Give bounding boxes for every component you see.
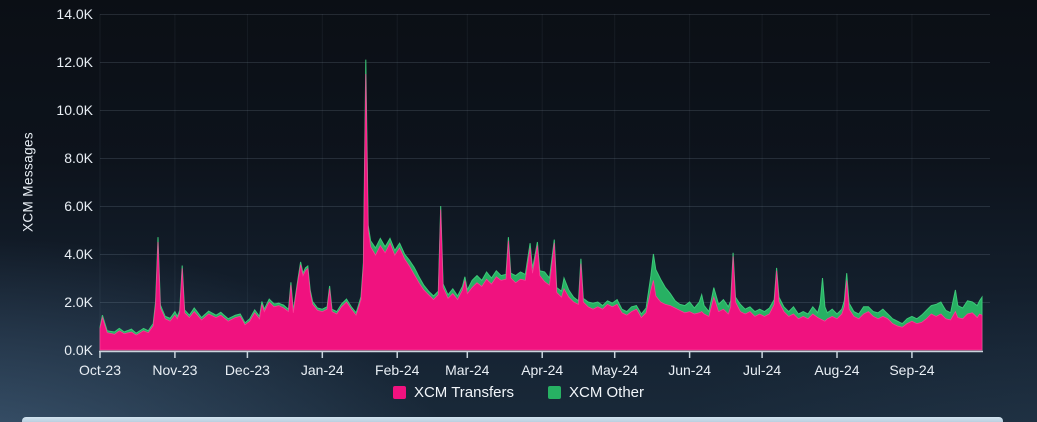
legend-item-xcm-transfers[interactable]: XCM Transfers [392,384,514,401]
legend-swatch-xcm-transfers [392,386,406,399]
series-xcm-transfers-area [99,73,983,351]
chart-legend: XCM Transfers XCM Other [0,384,1037,401]
legend-item-xcm-other[interactable]: XCM Other [548,384,644,401]
legend-swatch-xcm-other [548,386,561,399]
legend-label-xcm-transfers: XCM Transfers [413,384,514,401]
legend-label-xcm-other: XCM Other [569,384,645,401]
next-card-top-edge [22,417,1003,422]
